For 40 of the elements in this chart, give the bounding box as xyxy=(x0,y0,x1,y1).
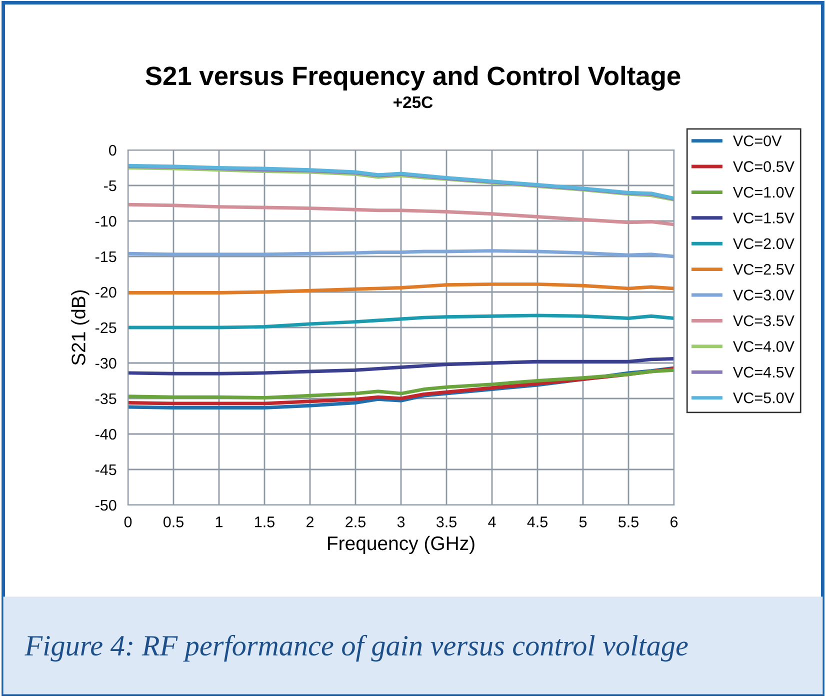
legend-label: VC=2.5V xyxy=(733,264,794,275)
x-tick-label: 3.5 xyxy=(436,516,456,528)
x-tick-label: 5.5 xyxy=(618,516,638,528)
y-axis-title: S21 (dB) xyxy=(71,290,90,365)
x-tick-label: 0 xyxy=(124,516,132,528)
y-tick-label: -35 xyxy=(95,393,116,404)
legend-label: VC=3.5V xyxy=(733,315,794,326)
legend-label: VC=0V xyxy=(733,135,782,146)
x-tick-label: 5 xyxy=(579,516,587,528)
legend-label: VC=1.0V xyxy=(733,186,794,198)
legend-label: VC=3.0V xyxy=(733,290,794,300)
legend-label: VC=0.5V xyxy=(733,161,794,172)
x-tick-label: 4.5 xyxy=(527,516,548,528)
y-tick-label: -40 xyxy=(95,428,116,440)
legend-label: VC=4.5V xyxy=(733,366,794,378)
y-tick-label: 0 xyxy=(108,144,116,156)
y-tick-label: -45 xyxy=(95,464,116,476)
y-tick-label: -15 xyxy=(95,252,116,262)
y-tick-label: -25 xyxy=(95,322,116,334)
y-tick-label: -30 xyxy=(95,358,116,369)
legend-label: VC=5.0V xyxy=(733,392,794,404)
chart-subtitle: +25C xyxy=(394,96,433,108)
y-tick-label: -20 xyxy=(95,286,116,298)
y-tick-label: -5 xyxy=(104,180,116,192)
y-tick-label: -10 xyxy=(95,216,116,227)
x-tick-label: 4 xyxy=(488,516,496,528)
x-tick-label: 3 xyxy=(397,516,405,528)
x-axis-title: Frequency (GHz) xyxy=(328,536,474,554)
x-tick-label: 1 xyxy=(216,516,223,528)
x-tick-label: 2.5 xyxy=(346,516,366,528)
x-tick-label: 0.5 xyxy=(163,516,184,528)
x-tick-label: 2 xyxy=(306,516,314,528)
caption: Figure 4: RF performance of gain versus control voltage xyxy=(24,634,688,662)
chart-title: S21 versus Frequency and Control Voltage xyxy=(146,66,680,91)
x-tick-label: 6 xyxy=(670,516,678,528)
legend-label: VC=1.5V xyxy=(733,212,794,224)
legend-label: VC=4.0V xyxy=(733,341,794,352)
y-tick-label: -50 xyxy=(95,500,116,511)
legend-label: VC=2.0V xyxy=(733,238,794,250)
x-tick-label: 1.5 xyxy=(255,516,274,528)
